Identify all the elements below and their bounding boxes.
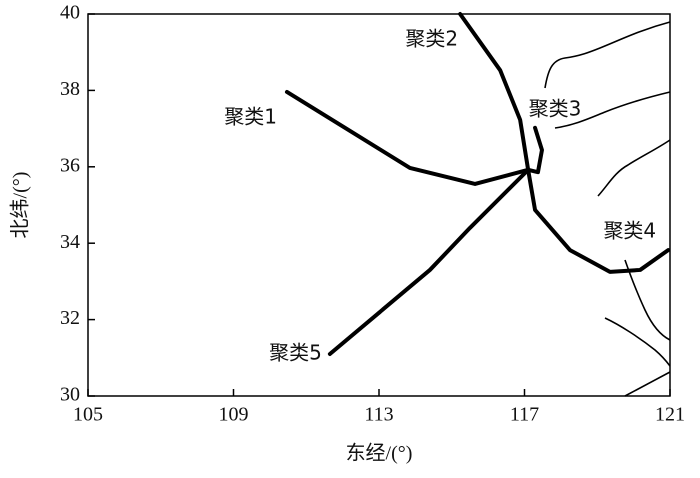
coast bbox=[624, 259, 671, 341]
series-label: 聚类5 bbox=[269, 340, 322, 364]
series-label: 聚类1 bbox=[224, 104, 277, 128]
trajectory bbox=[458, 12, 531, 172]
series-label: 聚类3 bbox=[529, 96, 582, 120]
trajectory bbox=[526, 167, 671, 274]
x-tick-label: 113 bbox=[364, 404, 393, 426]
y-tick-label: 34 bbox=[60, 231, 80, 253]
trajectory bbox=[327, 167, 531, 356]
coast bbox=[624, 371, 671, 397]
x-tick-label: 121 bbox=[655, 404, 685, 426]
trajectory bbox=[526, 125, 544, 175]
coast bbox=[544, 21, 671, 89]
y-tick-label: 40 bbox=[60, 2, 80, 24]
y-tick-label: 36 bbox=[60, 154, 80, 176]
series-label: 聚类2 bbox=[405, 27, 458, 51]
y-axis-label: 北纬/(°) bbox=[9, 172, 32, 239]
x-tick-label: 109 bbox=[219, 404, 249, 426]
y-tick-label: 30 bbox=[60, 384, 80, 406]
coastline bbox=[544, 21, 671, 397]
x-tick-label: 105 bbox=[73, 404, 103, 426]
coast bbox=[604, 317, 671, 367]
x-tick-label: 117 bbox=[510, 404, 539, 426]
plot-frame bbox=[87, 13, 671, 397]
x-axis-label: 东经/(°) bbox=[346, 442, 413, 465]
coast bbox=[554, 91, 671, 129]
trajectory bbox=[284, 89, 531, 186]
y-tick-label: 38 bbox=[60, 78, 80, 100]
series-label: 聚类4 bbox=[603, 219, 656, 243]
coast bbox=[597, 139, 671, 197]
y-tick-label: 32 bbox=[60, 307, 80, 329]
